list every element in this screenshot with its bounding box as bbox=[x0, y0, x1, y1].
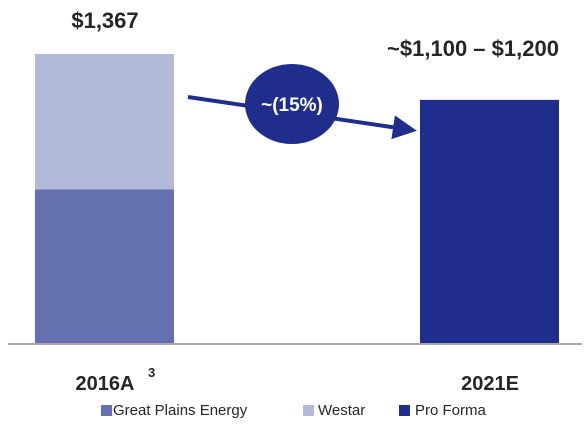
change-annotation: ~(15%) bbox=[187, 64, 417, 144]
bar-great-plains-energy-2016a bbox=[35, 189, 174, 343]
legend-swatch-westar bbox=[303, 405, 314, 416]
change-bubble bbox=[245, 64, 339, 144]
legend-label-pro-forma: Pro Forma bbox=[415, 402, 487, 419]
category-text-2016A: 2016A bbox=[76, 373, 135, 395]
bars-group bbox=[35, 54, 559, 343]
legend-swatch-pro-forma bbox=[399, 405, 410, 416]
bar-pro-forma-2021e bbox=[420, 99, 559, 343]
bar-westar-2016a bbox=[35, 54, 174, 190]
total-label-2021E: ~$1,100 – $1,200 bbox=[387, 36, 559, 61]
legend-label-great-plains-energy: Great Plains Energy bbox=[113, 402, 248, 419]
category-label-2021E: 2021E bbox=[461, 373, 519, 395]
legend-swatch-great-plains-energy bbox=[101, 405, 112, 416]
total-label-2016A: $1,367 bbox=[71, 8, 138, 33]
legend-label-westar: Westar bbox=[318, 402, 365, 419]
legend: Great Plains Energy Westar Pro Forma bbox=[101, 402, 487, 419]
category-superscript-2016A: 3 bbox=[148, 365, 155, 380]
change-text: ~(15%) bbox=[261, 95, 323, 116]
category-label-2016A: 2016A 3 bbox=[76, 365, 156, 395]
